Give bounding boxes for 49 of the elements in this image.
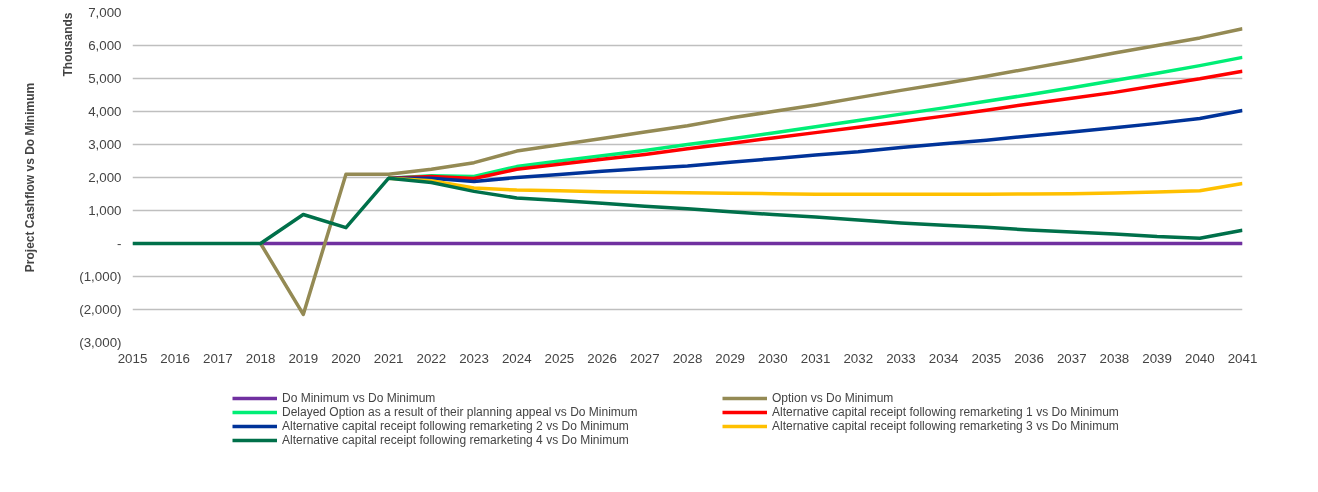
y-tick-label: 2,000 [88, 170, 122, 185]
x-tick-label: 2035 [971, 350, 1002, 366]
legend-label: Alternative capital receipt following remarketing 3 vs Do Minimum [772, 419, 1120, 433]
line-series [132, 176, 1243, 246]
x-tick-label: 2015 [117, 350, 148, 366]
y-tick-label: 5,000 [88, 71, 122, 86]
x-tick-label: 2030 [758, 350, 788, 366]
x-tick-label: 2019 [288, 350, 319, 366]
x-tick-label: 2037 [1056, 350, 1087, 366]
line-series [258, 26, 1243, 317]
y-tick-label: 6,000 [88, 38, 122, 53]
x-tick-label: 2023 [459, 350, 489, 366]
x-tick-label: 2036 [1014, 350, 1044, 366]
x-tick-label: 2039 [1142, 350, 1172, 366]
legend-label: Alternative capital receipt following remarketing 4 vs Do Minimum [282, 433, 630, 447]
y-tick-label: 4,000 [88, 104, 122, 119]
y-tick-label: 3,000 [88, 137, 122, 152]
x-tick-label: 2016 [160, 350, 191, 366]
y-tick-label: (1,000) [79, 269, 122, 284]
x-tick-label: 2027 [629, 350, 660, 366]
y-tick-label: 7,000 [88, 5, 122, 20]
x-tick-label: 2040 [1184, 350, 1215, 366]
text: Thousands [60, 12, 75, 77]
x-tick-label: 2025 [544, 350, 575, 366]
x-tick-label: 2032 [843, 350, 874, 366]
legend-label: Option vs Do Minimum [772, 391, 895, 405]
y-tick-label: - [117, 236, 122, 251]
x-tick-label: 2017 [203, 350, 233, 366]
x-tick-label: 2020 [331, 350, 361, 366]
x-tick-label: 2033 [886, 350, 916, 366]
x-tick-label: 2024 [501, 350, 533, 366]
x-tick-label: 2021 [373, 350, 404, 366]
legend-label: Alternative capital receipt following remarketing 1 vs Do Minimum [772, 405, 1120, 419]
x-tick-label: 2028 [672, 350, 703, 366]
x-tick-label: 2031 [800, 350, 831, 366]
y-tick-label: (2,000) [79, 302, 122, 317]
legend-label: Delayed Option as a result of their planning appeal vs Do Minimum [282, 405, 639, 419]
legend-label: Alternative capital receipt following remarketing 2 vs Do Minimum [282, 419, 630, 433]
y-tick-label: (3,000) [79, 335, 122, 350]
y-axis-title: Project Cashflow vs Do Minimum [22, 82, 37, 273]
legend-label: Do Minimum vs Do Minimum [282, 391, 437, 405]
y-tick-label: 1,000 [88, 203, 122, 218]
x-tick-label: 2038 [1099, 350, 1130, 366]
x-tick-label: 2041 [1227, 350, 1258, 366]
x-tick-label: 2018 [245, 350, 276, 366]
x-tick-label: 2034 [928, 350, 960, 366]
x-tick-label: 2022 [416, 350, 447, 366]
x-tick-label: 2026 [587, 350, 617, 366]
x-tick-label: 2029 [715, 350, 746, 366]
